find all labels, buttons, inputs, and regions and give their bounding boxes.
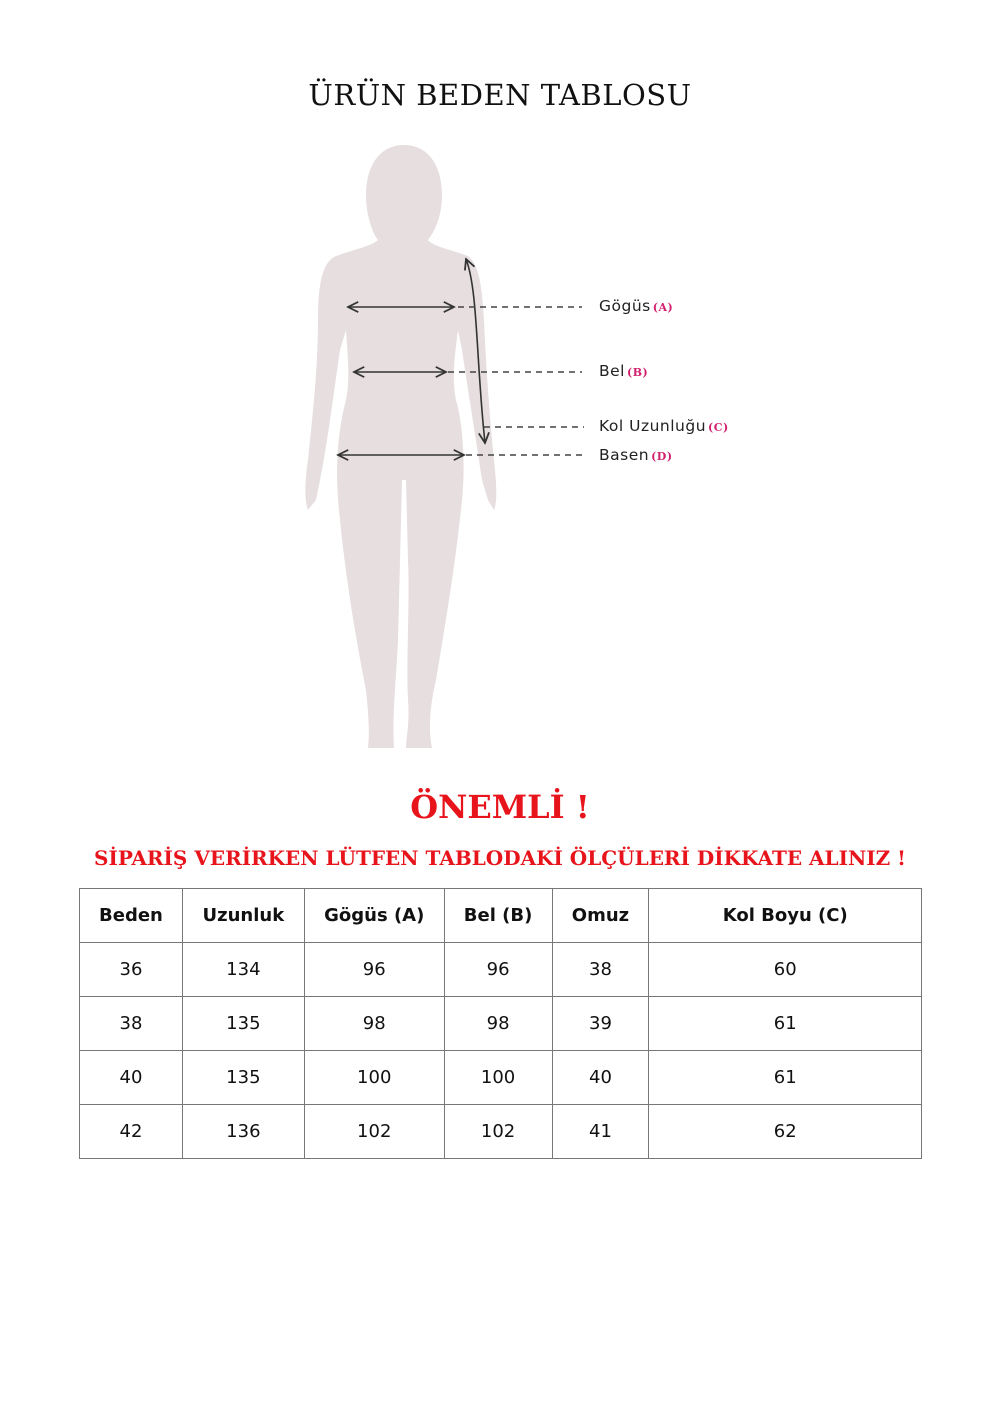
body-silhouette-figure — [305, 145, 584, 748]
important-notice: SİPARİŞ VERİRKEN LÜTFEN TABLODAKİ ÖLÇÜLE… — [94, 846, 906, 870]
table-cell: 98 — [443, 996, 553, 1051]
size-table: Beden Uzunluk Gögüs (A) Bel (B) Omuz Kol… — [79, 888, 922, 1159]
measurement-arrows — [338, 259, 485, 455]
label-basen: Basen (D) — [599, 446, 673, 464]
table-cell: 100 — [443, 1050, 553, 1105]
important-heading: ÖNEMLİ ! — [410, 788, 590, 826]
table-row: 40 135 100 100 40 61 — [79, 1050, 922, 1105]
table-cell: 42 — [79, 1104, 183, 1159]
table-cell: 41 — [551, 1104, 650, 1159]
table-cell: 134 — [181, 942, 305, 997]
label-gogus: Gögüs (A) — [599, 297, 674, 315]
label-bel: Bel (B) — [599, 362, 649, 380]
table-cell: 60 — [648, 942, 922, 997]
table-cell: 102 — [303, 1104, 445, 1159]
header-cell: Beden — [79, 888, 183, 943]
table-row: 42 136 102 102 41 62 — [79, 1104, 922, 1159]
table-cell: 40 — [551, 1050, 650, 1105]
table-cell: 102 — [443, 1104, 553, 1159]
table-cell: 135 — [181, 1050, 305, 1105]
header-cell: Uzunluk — [181, 888, 305, 943]
table-cell: 36 — [79, 942, 183, 997]
table-cell: 61 — [648, 1050, 922, 1105]
table-cell: 38 — [551, 942, 650, 997]
page-title: ÜRÜN BEDEN TABLOSU — [308, 78, 692, 112]
header-cell: Bel (B) — [443, 888, 553, 943]
table-cell: 135 — [181, 996, 305, 1051]
table-cell: 96 — [303, 942, 445, 997]
table-cell: 61 — [648, 996, 922, 1051]
label-kol-uzunlugu: Kol Uzunluğu (C) — [599, 417, 729, 435]
dashed-leader-lines — [448, 306, 584, 456]
table-cell: 96 — [443, 942, 553, 997]
table-cell: 136 — [181, 1104, 305, 1159]
table-cell: 62 — [648, 1104, 922, 1159]
table-cell: 38 — [79, 996, 183, 1051]
table-header-row: Beden Uzunluk Gögüs (A) Bel (B) Omuz Kol… — [79, 888, 922, 943]
table-cell: 40 — [79, 1050, 183, 1105]
table-row: 36 134 96 96 38 60 — [79, 942, 922, 997]
table-row: 38 135 98 98 39 61 — [79, 996, 922, 1051]
table-cell: 100 — [303, 1050, 445, 1105]
table-cell: 98 — [303, 996, 445, 1051]
silhouette — [305, 145, 497, 748]
table-cell: 39 — [551, 996, 650, 1051]
header-cell: Omuz — [551, 888, 650, 943]
header-cell: Gögüs (A) — [303, 888, 445, 943]
header-cell: Kol Boyu (C) — [648, 888, 922, 943]
